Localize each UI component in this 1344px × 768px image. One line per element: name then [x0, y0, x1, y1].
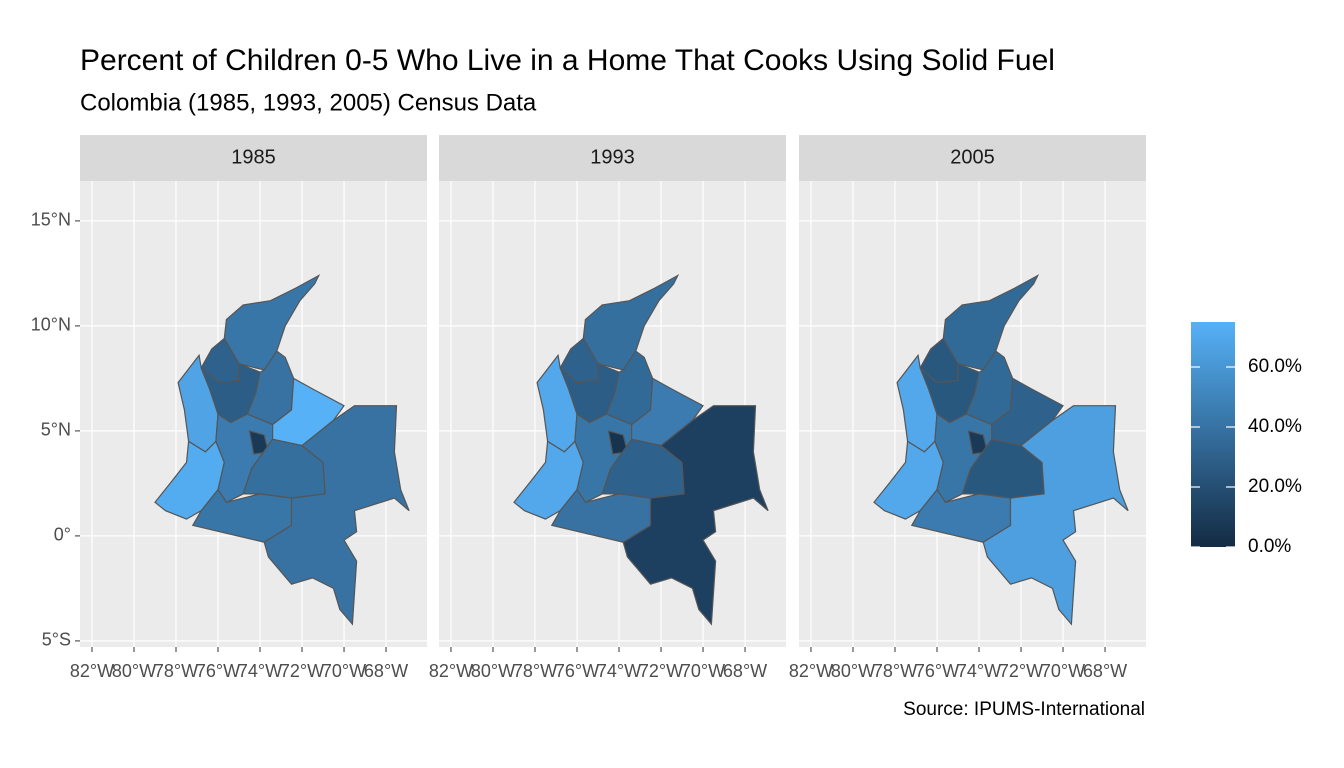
strip	[80, 135, 427, 181]
caption: Source: IPUMS-International	[903, 699, 1145, 720]
x-tick-label: 70°W	[322, 661, 366, 681]
legend-label: 0.0%	[1248, 536, 1291, 557]
chart-title: Percent of Children 0-5 Who Live in a Ho…	[80, 44, 1055, 77]
region	[873, 440, 944, 520]
x-tick-label: 76°W	[555, 661, 599, 681]
x-tick-label: 80°W	[471, 661, 515, 681]
x-tick-label: 78°W	[154, 661, 198, 681]
legend-label: 40.0%	[1248, 416, 1302, 437]
x-tick-label: 76°W	[196, 661, 240, 681]
y-tick-label: 5°S	[42, 630, 71, 650]
x-tick-label: 70°W	[1041, 661, 1085, 681]
strip	[799, 135, 1146, 181]
strip-label: 1985	[231, 146, 276, 168]
region	[513, 440, 584, 520]
x-tick-label: 78°W	[873, 661, 917, 681]
x-tick-label: 72°W	[999, 661, 1043, 681]
legend-label: 20.0%	[1248, 476, 1302, 497]
x-tick-label: 82°W	[789, 661, 833, 681]
x-tick-label: 68°W	[364, 661, 408, 681]
strip-label: 2005	[950, 146, 995, 168]
region	[263, 405, 410, 626]
colorbar	[1191, 322, 1235, 547]
x-tick-label: 80°W	[831, 661, 875, 681]
legend-label: 60.0%	[1248, 356, 1302, 377]
x-tick-label: 74°W	[957, 661, 1001, 681]
y-tick-label: 15°N	[31, 210, 71, 230]
x-tick-label: 82°W	[70, 661, 114, 681]
strip-label: 1993	[590, 146, 635, 168]
x-tick-label: 74°W	[238, 661, 282, 681]
x-tick-label: 80°W	[112, 661, 156, 681]
x-tick-label: 82°W	[429, 661, 473, 681]
y-tick-label: 10°N	[31, 315, 71, 335]
x-tick-label: 74°W	[597, 661, 641, 681]
region	[622, 405, 769, 626]
strip	[439, 135, 786, 181]
x-tick-label: 78°W	[513, 661, 557, 681]
x-tick-label: 72°W	[280, 661, 324, 681]
x-tick-label: 68°W	[1083, 661, 1127, 681]
y-tick-label: 5°N	[41, 420, 71, 440]
x-tick-label: 68°W	[723, 661, 767, 681]
region	[982, 405, 1129, 626]
x-tick-label: 76°W	[915, 661, 959, 681]
x-tick-label: 70°W	[681, 661, 725, 681]
chart-subtitle: Colombia (1985, 1993, 2005) Census Data	[80, 89, 537, 116]
x-tick-label: 72°W	[639, 661, 683, 681]
y-tick-label: 0°	[54, 525, 71, 545]
region	[154, 440, 225, 520]
